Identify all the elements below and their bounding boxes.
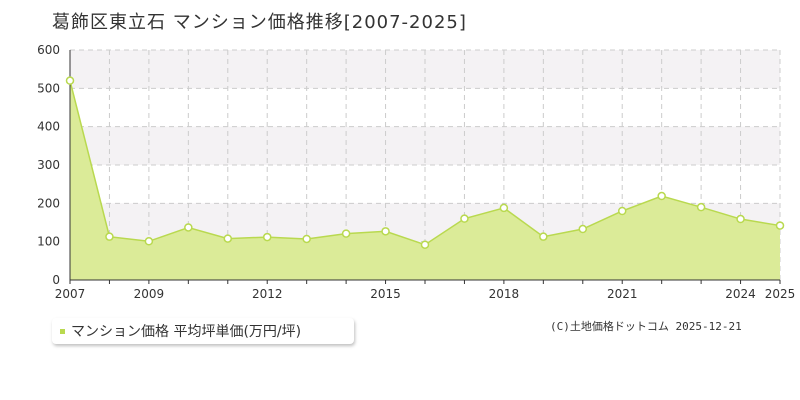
y-tick-label: 100 xyxy=(37,235,60,249)
data-point xyxy=(381,227,390,236)
data-point xyxy=(302,234,311,244)
data-point xyxy=(262,232,272,242)
y-tick-label: 200 xyxy=(37,196,60,210)
data-point xyxy=(144,237,154,246)
y-tick-label: 500 xyxy=(37,81,60,95)
price-area xyxy=(70,80,780,281)
data-point xyxy=(578,224,588,234)
data-point xyxy=(184,223,193,232)
data-point xyxy=(775,221,785,230)
data-point xyxy=(460,214,469,223)
data-point xyxy=(539,232,548,241)
data-point xyxy=(341,229,351,238)
x-tick-labels: 2007 2009 2012 2015 2018 2021 2024 2025 xyxy=(55,280,796,301)
data-point xyxy=(657,191,666,201)
y-tick-labels: 0 100 200 300 400 500 600 xyxy=(37,43,60,287)
data-point xyxy=(65,76,75,85)
data-point xyxy=(105,232,114,241)
y-tick-label: 400 xyxy=(37,120,60,134)
x-tick-label: 2009 xyxy=(134,287,165,301)
y-tick-label: 0 xyxy=(52,273,60,287)
x-tick-label: 2021 xyxy=(607,287,638,301)
x-tick-label: 2012 xyxy=(252,287,283,301)
legend-label: マンション価格 平均坪単価(万円/坪) xyxy=(71,324,302,340)
x-tick-label: 2018 xyxy=(489,287,520,301)
x-tick-label: 2007 xyxy=(55,287,86,301)
y-tick-label: 600 xyxy=(37,43,60,57)
data-point xyxy=(223,234,233,243)
data-point xyxy=(736,214,745,224)
legend-marker xyxy=(60,328,65,334)
x-tick-label: 2025 xyxy=(765,287,796,301)
data-point xyxy=(696,202,706,212)
chart-title: 葛飾区東立石 マンション価格推移[2007-2025] xyxy=(52,12,467,33)
data-point xyxy=(499,203,509,213)
copyright-text: (C)土地価格ドットコム 2025-12-21 xyxy=(550,320,742,333)
data-points xyxy=(65,76,785,249)
legend: マンション価格 平均坪単価(万円/坪) xyxy=(52,318,354,344)
x-tick-label: 2024 xyxy=(725,287,756,301)
y-tick-label: 300 xyxy=(37,158,60,172)
x-tick-label: 2015 xyxy=(370,287,401,301)
data-point xyxy=(617,206,627,216)
data-point xyxy=(420,240,430,249)
